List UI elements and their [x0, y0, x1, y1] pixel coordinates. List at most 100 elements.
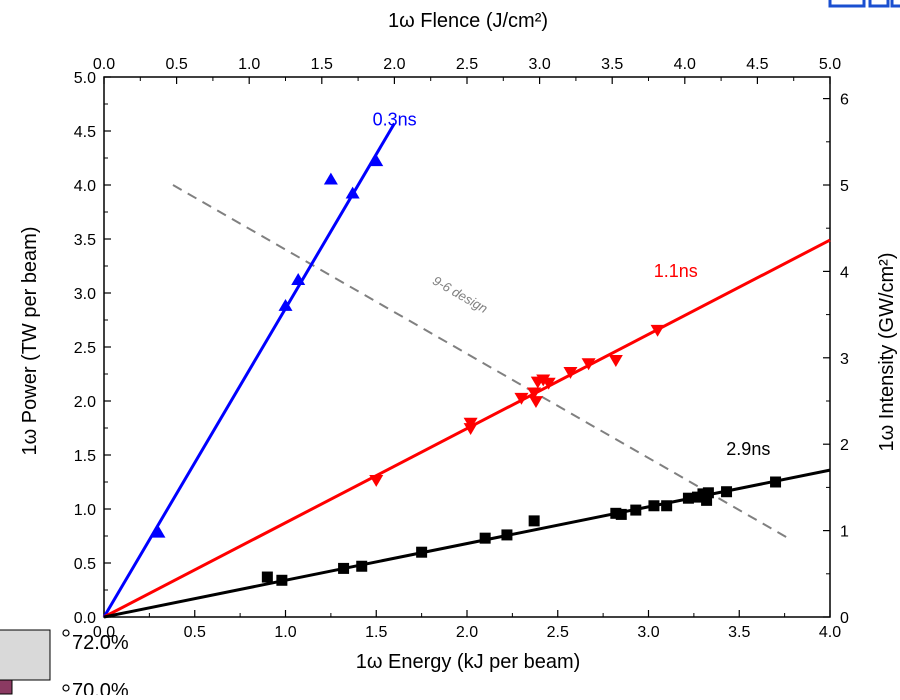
- y-tick-label: 3.0: [74, 286, 96, 303]
- right-y-tick-label: 1: [840, 524, 849, 541]
- data-point: [323, 172, 338, 185]
- series-1-1ns: 1.1ns: [103, 238, 831, 619]
- design-line-label: 9-6 design: [430, 273, 490, 316]
- right-y-tick-label: 2: [840, 437, 849, 454]
- data-point: [648, 500, 660, 512]
- top-x-tick-label: 5.0: [819, 56, 841, 73]
- data-point: [608, 355, 623, 367]
- data-point: [661, 500, 673, 512]
- design-line: [172, 184, 791, 541]
- x-tick-label: 3.5: [728, 624, 750, 641]
- x-tick-label: 2.5: [547, 624, 569, 641]
- data-point: [369, 154, 384, 167]
- x-tick-label: 0.5: [184, 624, 206, 641]
- right-y-tick-label: 4: [840, 264, 849, 281]
- data-point: [615, 508, 627, 520]
- y-tick-label: 0.0: [74, 610, 96, 627]
- data-point: [369, 474, 384, 487]
- top-nav: [828, 0, 900, 8]
- y-tick-label: 0.5: [74, 556, 96, 573]
- right-y-axis-label: 1ω Intensity (GW/cm²): [876, 253, 898, 452]
- x-tick-label: 1.0: [274, 624, 296, 641]
- data-point: [536, 374, 551, 387]
- data-point: [563, 366, 578, 379]
- series-0-3ns: 0.3ns: [102, 110, 417, 618]
- data-point: [416, 546, 428, 558]
- top-x-tick-label: 3.0: [528, 56, 550, 73]
- plot-area: 0.0 0.5 1.0 1.5 2.0 2.5 3.0 3.5 4.0 0.0 0.5 1.0 1.5 2…: [74, 56, 849, 641]
- data-point: [721, 486, 733, 498]
- nav-button-next[interactable]: [890, 0, 900, 8]
- legend-value-1: 72.0%: [72, 632, 129, 654]
- data-point: [527, 387, 542, 400]
- y-tick-label: 1.0: [74, 502, 96, 519]
- top-x-axis-label: 1ω Flence (J/cm²): [388, 10, 548, 32]
- y-axis-label: 1ω Power (TW per beam): [19, 226, 41, 455]
- data-point: [345, 186, 360, 199]
- series-label: 0.3ns: [373, 110, 417, 130]
- top-x-tick-label: 0.0: [93, 56, 115, 73]
- series-2-9ns: 2.9ns: [103, 439, 831, 619]
- legend-handle-top[interactable]: [62, 629, 70, 637]
- data-point: [682, 492, 694, 504]
- y-tick-label: 4.5: [74, 124, 96, 141]
- data-point: [528, 515, 540, 527]
- right-y-tick-label: 0: [840, 610, 849, 627]
- nav-button-first[interactable]: [828, 0, 866, 8]
- data-point: [276, 574, 288, 586]
- x-tick-label: 1.5: [365, 624, 387, 641]
- legend-fragment: 72.0% 70.0%: [0, 629, 129, 700]
- data-point: [528, 396, 543, 408]
- right-y-tick-label: 5: [840, 178, 849, 195]
- y-tick-label: 4.0: [74, 178, 96, 195]
- data-point: [701, 494, 713, 506]
- y-tick-label: 3.5: [74, 232, 96, 249]
- x-tick-label: 2.0: [456, 624, 478, 641]
- right-y-tick-label: 6: [840, 92, 849, 109]
- y-tick-label: 2.0: [74, 394, 96, 411]
- data-point: [479, 532, 491, 544]
- plot-frame: [103, 76, 831, 618]
- top-x-tick-label: 2.5: [456, 56, 478, 73]
- data-point: [278, 298, 293, 311]
- series-label: 1.1ns: [654, 261, 698, 281]
- data-point: [463, 417, 478, 430]
- data-point: [291, 273, 306, 285]
- data-point: [151, 525, 166, 538]
- right-y-tick-label: 3: [840, 351, 849, 368]
- x-tick-label: 4.0: [819, 624, 841, 641]
- y-tick-label: 1.5: [74, 448, 96, 465]
- top-x-tick-label: 2.0: [383, 56, 405, 73]
- x-axis-label: 1ω Energy (kJ per beam): [356, 651, 581, 673]
- legend-box: [0, 629, 51, 681]
- top-x-tick-label: 4.0: [674, 56, 696, 73]
- data-point: [356, 560, 368, 572]
- data-point: [338, 562, 350, 574]
- data-point: [541, 377, 556, 390]
- data-point: [501, 529, 513, 541]
- data-point: [702, 487, 714, 499]
- top-x-tick-label: 3.5: [601, 56, 623, 73]
- data-point: [650, 324, 665, 337]
- series-label: 2.9ns: [726, 439, 770, 459]
- top-x-tick-label: 1.5: [311, 56, 333, 73]
- top-x-tick-label: 1.0: [238, 56, 260, 73]
- nav-button-prev[interactable]: [868, 0, 890, 8]
- top-x-tick-label: 4.5: [746, 56, 768, 73]
- top-x-tick-label: 0.5: [165, 56, 187, 73]
- data-point: [261, 571, 273, 583]
- legend-handle-bottom[interactable]: [62, 684, 70, 692]
- fit-line: [102, 122, 396, 618]
- data-point: [514, 392, 529, 405]
- x-tick-label: 0.0: [93, 624, 115, 641]
- data-point: [770, 476, 782, 488]
- y-tick-label: 5.0: [74, 70, 96, 87]
- data-point: [630, 504, 642, 516]
- legend-value-2: 70.0%: [72, 680, 129, 695]
- x-tick-label: 3.0: [637, 624, 659, 641]
- legend-swatch: [0, 679, 13, 695]
- y-tick-label: 2.5: [74, 340, 96, 357]
- data-point: [581, 358, 596, 371]
